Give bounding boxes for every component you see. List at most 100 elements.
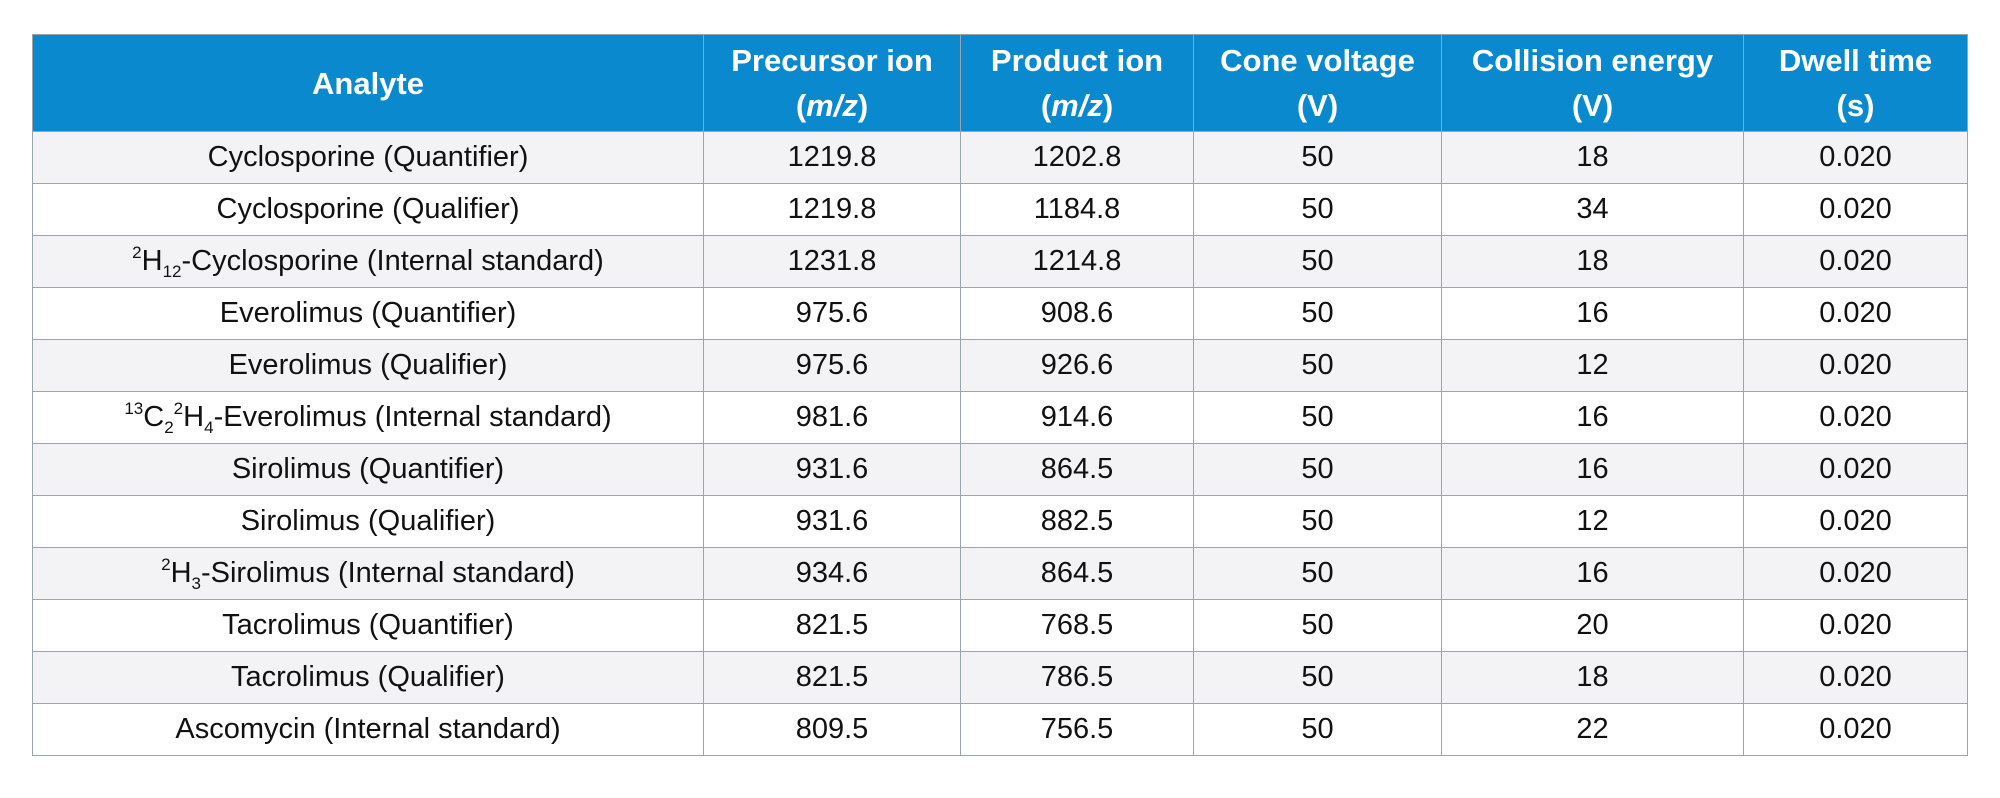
collision-cell: 18	[1441, 131, 1744, 184]
precursor-cell: 931.6	[703, 443, 961, 496]
table-row: Everolimus (Quantifier) 975.6 908.6 50 1…	[32, 287, 1968, 340]
analyte-name: -Cyclosporine (Internal standard)	[181, 245, 604, 277]
collision-cell: 12	[1441, 495, 1744, 548]
analyte-cell: Everolimus (Quantifier)	[32, 287, 704, 340]
header-precursor-line2: (m/z)	[795, 88, 869, 123]
dwell-cell: 0.020	[1743, 339, 1968, 392]
precursor-cell: 1219.8	[703, 183, 961, 236]
header-collision-line1: Collision energy	[1471, 43, 1714, 78]
cone-cell: 50	[1193, 495, 1442, 548]
isotope-element: H	[183, 401, 205, 433]
header-cone-voltage: Cone voltage (V)	[1193, 34, 1442, 132]
product-cell: 864.5	[960, 443, 1194, 496]
table-row: Cyclosporine (Quantifier) 1219.8 1202.8 …	[32, 131, 1968, 184]
header-collision-energy: Collision energy (V)	[1441, 34, 1744, 132]
product-cell: 768.5	[960, 599, 1194, 652]
precursor-cell: 1231.8	[703, 235, 961, 288]
dwell-cell: 0.020	[1743, 599, 1968, 652]
table-row: Sirolimus (Quantifier) 931.6 864.5 50 16…	[32, 443, 1968, 496]
collision-cell: 18	[1441, 651, 1744, 704]
header-collision-line2: (V)	[1571, 88, 1614, 123]
header-dwell-line2: (s)	[1836, 88, 1875, 123]
product-cell: 756.5	[960, 703, 1194, 756]
product-cell: 1202.8	[960, 131, 1194, 184]
dwell-cell: 0.020	[1743, 495, 1968, 548]
header-row: Analyte Precursor ion (m/z) Product ion …	[32, 34, 1968, 132]
cone-cell: 50	[1193, 183, 1442, 236]
dwell-cell: 0.020	[1743, 287, 1968, 340]
isotope-count: 3	[191, 574, 201, 593]
product-cell: 914.6	[960, 391, 1194, 444]
collision-cell: 20	[1441, 599, 1744, 652]
cone-cell: 50	[1193, 443, 1442, 496]
product-cell: 864.5	[960, 547, 1194, 600]
header-product-ion: Product ion (m/z)	[960, 34, 1194, 132]
header-precursor-unit: m/z	[806, 88, 858, 123]
precursor-cell: 821.5	[703, 651, 961, 704]
header-precursor-ion: Precursor ion (m/z)	[703, 34, 961, 132]
analyte-cell: 2H3-Sirolimus (Internal standard)	[32, 547, 704, 600]
dwell-cell: 0.020	[1743, 547, 1968, 600]
precursor-cell: 809.5	[703, 703, 961, 756]
precursor-cell: 934.6	[703, 547, 961, 600]
collision-cell: 16	[1441, 391, 1744, 444]
table-row: Ascomycin (Internal standard) 809.5 756.…	[32, 703, 1968, 756]
collision-cell: 16	[1441, 443, 1744, 496]
table-row: Tacrolimus (Qualifier) 821.5 786.5 50 18…	[32, 651, 1968, 704]
isotope-count: 4	[204, 418, 214, 437]
isotope-count: 12	[162, 262, 182, 281]
analyte-cell: Cyclosporine (Qualifier)	[32, 183, 704, 236]
precursor-cell: 975.6	[703, 339, 961, 392]
product-cell: 882.5	[960, 495, 1194, 548]
isotope-element: H	[170, 557, 192, 589]
collision-cell: 18	[1441, 235, 1744, 288]
table-body: Cyclosporine (Quantifier) 1219.8 1202.8 …	[32, 131, 1968, 756]
dwell-cell: 0.020	[1743, 183, 1968, 236]
table-header: Analyte Precursor ion (m/z) Product ion …	[32, 34, 1968, 132]
header-cone-line1: Cone voltage	[1220, 43, 1415, 78]
precursor-cell: 821.5	[703, 599, 961, 652]
header-analyte: Analyte	[32, 34, 704, 132]
collision-cell: 12	[1441, 339, 1744, 392]
analyte-name: -Everolimus (Internal standard)	[213, 401, 612, 433]
analyte-cell: Sirolimus (Qualifier)	[32, 495, 704, 548]
cone-cell: 50	[1193, 339, 1442, 392]
product-cell: 908.6	[960, 287, 1194, 340]
cone-cell: 50	[1193, 547, 1442, 600]
precursor-cell: 981.6	[703, 391, 961, 444]
collision-cell: 16	[1441, 547, 1744, 600]
table-row: 2H12-Cyclosporine (Internal standard) 12…	[32, 235, 1968, 288]
header-precursor-line1: Precursor ion	[731, 43, 933, 78]
header-cone-line2: (V)	[1296, 88, 1339, 123]
table-row: Everolimus (Qualifier) 975.6 926.6 50 12…	[32, 339, 1968, 392]
header-dwell-time: Dwell time (s)	[1743, 34, 1968, 132]
mrm-parameters-table: Analyte Precursor ion (m/z) Product ion …	[32, 34, 1968, 756]
precursor-cell: 1219.8	[703, 131, 961, 184]
cone-cell: 50	[1193, 599, 1442, 652]
header-product-unit: m/z	[1051, 88, 1103, 123]
isotope-mass: 2	[161, 555, 171, 574]
analyte-cell: 2H12-Cyclosporine (Internal standard)	[32, 235, 704, 288]
isotope-element: H	[141, 245, 163, 277]
table-row: 2H3-Sirolimus (Internal standard) 934.6 …	[32, 547, 1968, 600]
analyte-cell: Cyclosporine (Quantifier)	[32, 131, 704, 184]
isotope-element: C	[143, 401, 165, 433]
product-cell: 926.6	[960, 339, 1194, 392]
analyte-cell: Tacrolimus (Quantifier)	[32, 599, 704, 652]
collision-cell: 34	[1441, 183, 1744, 236]
collision-cell: 16	[1441, 287, 1744, 340]
header-dwell-line1: Dwell time	[1778, 43, 1933, 78]
table-row: Tacrolimus (Quantifier) 821.5 768.5 50 2…	[32, 599, 1968, 652]
collision-cell: 22	[1441, 703, 1744, 756]
analyte-cell: Tacrolimus (Qualifier)	[32, 651, 704, 704]
cone-cell: 50	[1193, 703, 1442, 756]
header-product-line2: (m/z)	[1040, 88, 1114, 123]
product-cell: 1184.8	[960, 183, 1194, 236]
isotope-count: 2	[164, 418, 174, 437]
product-cell: 1214.8	[960, 235, 1194, 288]
cone-cell: 50	[1193, 651, 1442, 704]
isotope-mass: 2	[173, 399, 184, 418]
cone-cell: 50	[1193, 235, 1442, 288]
analyte-name: -Sirolimus (Internal standard)	[200, 557, 575, 589]
cone-cell: 50	[1193, 391, 1442, 444]
